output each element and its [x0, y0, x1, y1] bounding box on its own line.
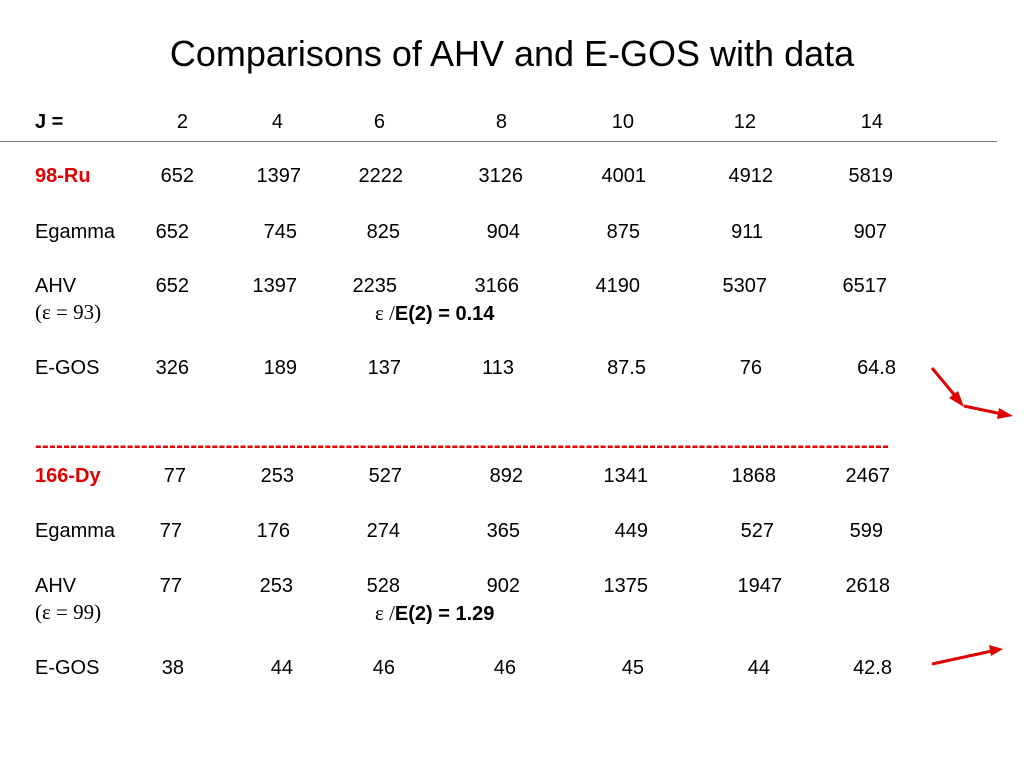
ahv-value: 4190: [595, 275, 641, 297]
egamma-value: 274: [366, 520, 400, 542]
epsilon-parameter: (ε = 99): [35, 600, 102, 624]
data-value: 652: [160, 165, 194, 187]
egamma-value: 527: [740, 520, 774, 542]
epsilon-parameter: (ε = 93): [35, 300, 102, 324]
egamma-value: 365: [486, 520, 520, 542]
epsilon-symbol: ε /: [375, 601, 395, 625]
egos-value: 45: [621, 657, 644, 679]
ahv-value: 77: [159, 575, 182, 597]
data-value: 77: [163, 465, 186, 487]
ahv-label: AHV: [35, 575, 77, 597]
egamma-value: 599: [849, 520, 883, 542]
down-trend-arrow: [930, 367, 959, 399]
rising-trend-arrowhead: [989, 645, 1003, 656]
egamma-value: 77: [159, 520, 182, 542]
data-value: 4912: [728, 165, 774, 187]
data-value: 1341: [603, 465, 649, 487]
section-separator: ----------------------------------------…: [35, 435, 890, 457]
j-value: 8: [495, 111, 507, 133]
data-value: 527: [368, 465, 402, 487]
ahv-value: 1397: [252, 275, 298, 297]
egos-value: 87.5: [607, 357, 646, 379]
ahv-label: AHV: [35, 275, 77, 297]
down-trend-arrowhead: [949, 391, 964, 407]
j-label: J =: [35, 111, 64, 133]
flat-trend-arrowhead: [997, 408, 1013, 419]
ahv-value: 3166: [474, 275, 520, 297]
ahv-value: 652: [155, 275, 189, 297]
ahv-value: 528: [366, 575, 400, 597]
egos-value: 64.8: [857, 357, 896, 379]
ahv-value: 1947: [737, 575, 783, 597]
ahv-value: 5307: [722, 275, 768, 297]
data-value: 1868: [731, 465, 777, 487]
data-value: 4001: [601, 165, 647, 187]
ahv-value: 253: [259, 575, 293, 597]
nucleus-label: 166-Dy: [35, 465, 101, 487]
epsilon-symbol: ε /: [375, 301, 395, 325]
egamma-value: 875: [606, 221, 640, 243]
j-value: 4: [271, 111, 283, 133]
egamma-value: 745: [263, 221, 297, 243]
egamma-value: 904: [486, 221, 520, 243]
egos-label: E-GOS: [35, 657, 100, 679]
data-value: 253: [260, 465, 294, 487]
egamma-label: Egamma: [35, 520, 116, 542]
egamma-value: 176: [256, 520, 290, 542]
egos-value: 113: [482, 357, 514, 379]
j-value: 6: [373, 111, 385, 133]
egos-value: 326: [155, 357, 189, 379]
epsilon-ratio-value: E(2) = 0.14: [394, 303, 495, 325]
egos-label: E-GOS: [35, 357, 100, 379]
ahv-value: 1375: [603, 575, 649, 597]
epsilon-ratio-value: E(2) = 1.29: [394, 603, 495, 625]
data-value: 5819: [848, 165, 894, 187]
egamma-value: 907: [853, 221, 887, 243]
data-value: 2467: [845, 465, 891, 487]
egamma-value: 911: [731, 221, 763, 243]
ahv-value: 902: [486, 575, 520, 597]
egos-value: 137: [367, 357, 401, 379]
egamma-value: 652: [155, 221, 189, 243]
data-value: 892: [489, 465, 523, 487]
ahv-value: 2618: [845, 575, 891, 597]
nucleus-label: 98-Ru: [35, 165, 91, 187]
egos-value: 38: [161, 657, 184, 679]
epsilon-ratio: ε /E(2) = 1.29: [375, 601, 494, 626]
egos-value: 46: [493, 657, 516, 679]
egamma-value: 449: [614, 520, 648, 542]
egos-value: 42.8: [853, 657, 892, 679]
data-value: 1397: [256, 165, 302, 187]
ahv-value: 6517: [842, 275, 888, 297]
data-value: 3126: [478, 165, 524, 187]
egos-value: 76: [739, 357, 762, 379]
egamma-label: Egamma: [35, 221, 116, 243]
egos-value: 189: [263, 357, 297, 379]
j-value: 14: [860, 111, 883, 133]
egos-value: 44: [747, 657, 770, 679]
ahv-value: 2235: [352, 275, 398, 297]
egos-value: 46: [372, 657, 395, 679]
header-divider: [0, 141, 997, 142]
egos-value: 44: [270, 657, 293, 679]
flat-trend-arrow: [963, 404, 1003, 416]
j-value: 2: [176, 111, 188, 133]
j-value: 12: [733, 111, 756, 133]
egamma-value: 825: [366, 221, 400, 243]
data-value: 2222: [358, 165, 404, 187]
slide-title: Comparisons of AHV and E-GOS with data: [169, 33, 855, 74]
j-value: 10: [611, 111, 634, 133]
rising-trend-arrow: [931, 649, 993, 666]
epsilon-ratio: ε /E(2) = 0.14: [375, 301, 494, 326]
